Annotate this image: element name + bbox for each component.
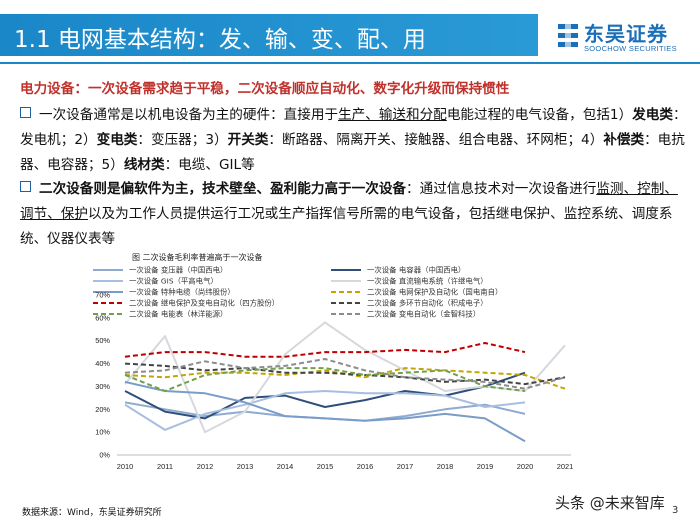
x-tick-label: 2018	[437, 462, 453, 471]
section-subtitle: 电力设备：一次设备需求趋于平稳，二次设备顺应自动化、数字化升级而保持惯性	[20, 81, 510, 97]
bold-text: 二次设备则是偏软件为主，技术壁垒、盈利能力高于一次设备	[39, 181, 407, 197]
legend-label: 一次设备 特种电缆（尚纬股份）	[129, 288, 235, 297]
text: ：电抗器、电容器；5）	[20, 132, 685, 173]
header: 1.1 电网基本结构：发、输、变、配、用 东吴证券 SOOCHOW SECURI…	[0, 0, 700, 60]
y-tick-label: 50%	[95, 336, 110, 345]
y-tick-label: 70%	[95, 291, 110, 300]
text: 电能过程的电气设备，包括1）	[446, 107, 633, 123]
series-line	[124, 380, 526, 443]
x-tick-label: 2010	[117, 462, 133, 471]
text: ：电缆、GIL等	[164, 157, 255, 173]
chart-axes: 0% 10% 20% 30% 40% 50% 60% 70% 2010 2011 2012 2013 2…	[95, 291, 573, 472]
margin-line-chart: 一次设备 变压器（中国西电） 一次设备 电容器（中国西电） 一次设备 GIS（平高电…	[93, 266, 573, 472]
x-tick-label: 2014	[277, 462, 293, 471]
title-bar: 1.1 电网基本结构：发、输、变、配、用	[0, 14, 538, 56]
y-tick-label: 10%	[95, 428, 110, 437]
logo-mark-icon	[558, 24, 578, 47]
bullet-square-icon	[20, 181, 31, 192]
bold-text: 线材类	[123, 157, 165, 173]
series-line	[124, 367, 526, 392]
legend-label: 一次设备 电容器（中国西电）	[367, 266, 465, 275]
chart-lines	[124, 321, 566, 443]
series-line	[124, 390, 526, 431]
series-line	[124, 362, 566, 386]
legend-label: 一次设备 直流输电系统（许继电气）	[367, 277, 488, 286]
chart-legend: 一次设备 变压器（中国西电） 一次设备 电容器（中国西电） 一次设备 GIS（平高电…	[93, 266, 502, 319]
logo-name: 东吴证券	[584, 22, 668, 46]
y-tick-label: 0%	[99, 451, 110, 460]
bullet-square-icon	[20, 107, 31, 118]
x-tick-label: 2020	[517, 462, 533, 471]
x-tick-label: 2011	[157, 462, 173, 471]
company-logo: 东吴证券 SOOCHOW SECURITIES	[556, 18, 696, 58]
series-line	[124, 358, 566, 390]
legend-label: 二次设备 电网保护及自动化（国电南自）	[367, 288, 502, 297]
bold-text: 发电类	[632, 107, 673, 123]
page-number: 3	[672, 505, 679, 516]
legend-label: 二次设备 变电自动化（金智科技）	[367, 310, 480, 319]
y-tick-label: 40%	[95, 359, 110, 368]
x-tick-label: 2017	[397, 462, 413, 471]
y-tick-label: 20%	[95, 405, 110, 414]
legend-label: 二次设备 多环节自动化（积成电子）	[367, 299, 488, 308]
logo-name-en: SOOCHOW SECURITIES	[584, 44, 677, 53]
text: 以及为工作人员提供运行工况或生产指挥信号所需的电气设备，包括继电保护、监控系统、…	[20, 206, 673, 247]
text: ：变压器；3）	[137, 132, 228, 148]
x-tick-label: 2016	[357, 462, 373, 471]
data-source: 数据来源：Wind，东吴证券研究所	[22, 508, 162, 518]
x-tick-label: 2012	[197, 462, 213, 471]
underlined-text: 生产、输送和分配	[338, 107, 447, 123]
x-tick-label: 2013	[237, 462, 253, 471]
series-line	[124, 371, 526, 420]
legend-label: 一次设备 变压器（中国西电）	[129, 266, 227, 275]
page-title: 1.1 电网基本结构：发、输、变、配、用	[14, 27, 426, 53]
underlined-text: 监测、控制、调节、保护	[20, 181, 678, 222]
text: ：断路器、隔离开关、接触器、组合电器、环网柜；4）	[268, 132, 604, 148]
text: 一次设备通常是以机电设备为主的硬件：直接用于	[39, 107, 339, 123]
bold-text: 开关类	[227, 132, 269, 148]
x-tick-label: 2021	[557, 462, 573, 471]
y-tick-label: 30%	[95, 382, 110, 391]
legend-label: 二次设备 电能表（林洋能源）	[129, 310, 227, 319]
x-tick-label: 2019	[477, 462, 493, 471]
series-line	[124, 342, 526, 358]
header-divider	[0, 62, 700, 64]
watermark: 头条 @未来智库	[555, 494, 665, 512]
text: ：通过信息技术对一次设备进行	[406, 181, 597, 197]
x-tick-label: 2015	[317, 462, 333, 471]
bold-text: 补偿类	[603, 132, 645, 148]
paragraph-secondary-equipment: 二次设备则是偏软件为主，技术壁垒、盈利能力高于一次设备：通过信息技术对一次设备进…	[20, 177, 690, 252]
paragraph-primary-equipment: 一次设备通常是以机电设备为主的硬件：直接用于生产、输送和分配电能过程的电气设备，…	[20, 103, 690, 178]
bold-text: 变电类	[96, 132, 138, 148]
text: ：发电机；2）	[20, 107, 687, 148]
chart-title: 图 二次设备毛利率普遍高于一次设备	[132, 253, 263, 262]
legend-label: 二次设备 继电保护及变电自动化（四方股份）	[129, 299, 279, 308]
legend-label: 一次设备 GIS（平高电气）	[129, 277, 218, 286]
y-tick-label: 60%	[95, 313, 110, 322]
